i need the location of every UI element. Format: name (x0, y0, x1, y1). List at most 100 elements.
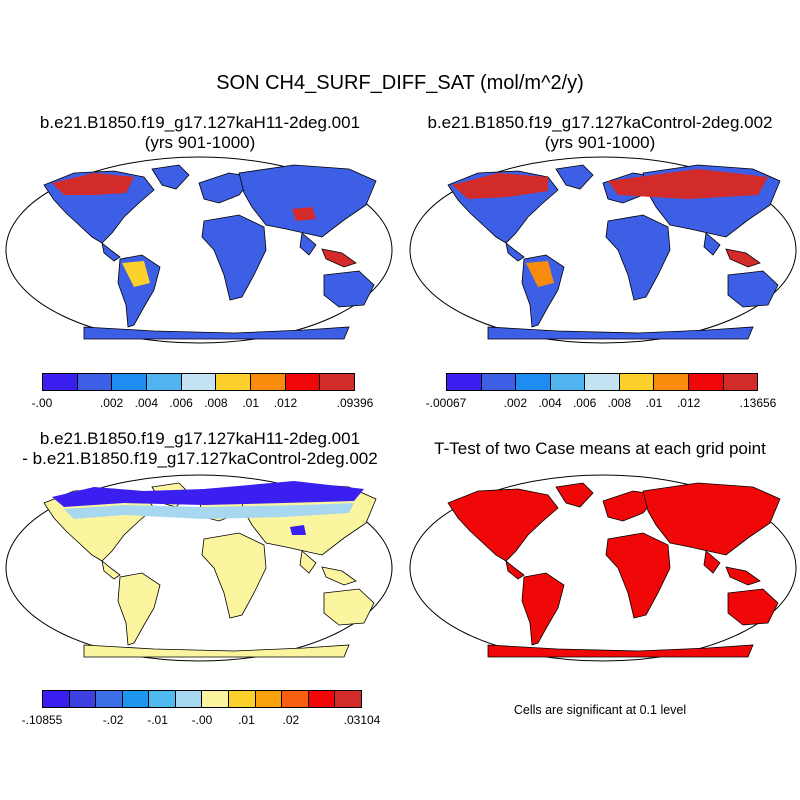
colorbar-box (688, 374, 724, 390)
boreal-high-flux-region (452, 173, 548, 199)
continent-ind (703, 232, 721, 256)
colorbar-box (585, 374, 620, 390)
continent-au (323, 588, 375, 626)
colorbar-box (149, 691, 176, 707)
bottom-left-colorbar-labels: -.10855 -.02 -.01 -.00 .01 .02 .03104 (22, 713, 381, 729)
continent-sa (117, 572, 161, 646)
colorbar-box (654, 374, 689, 390)
tropical-warm-region (122, 261, 150, 287)
continent-as (238, 164, 377, 238)
continent-ind (299, 232, 317, 256)
top-left-colorbar-labels: -.00 .002 .004 .006 .008 .01 .012 .09396 (32, 396, 374, 412)
top-right-title-line1: b.e21.B1850.f19_g17.127kaControl-2deg.00… (427, 113, 773, 132)
tropical-warm-region (526, 261, 554, 287)
colorbar-tick-label: .004 (538, 396, 562, 410)
top-right-colorbar (446, 373, 758, 391)
continent-au (727, 588, 779, 626)
colorbar-box (112, 374, 148, 390)
colorbar-box (447, 374, 482, 390)
boreal-cool-region (64, 503, 354, 519)
continent-gr (555, 482, 594, 508)
continent-sea (321, 248, 357, 268)
continent-ca (101, 242, 121, 262)
continent-sea (725, 248, 761, 268)
top-right-title-line2: (yrs 901-1000) (544, 133, 656, 152)
colorbar-box (43, 691, 70, 707)
colorbar-box (550, 374, 586, 390)
continent-af (201, 532, 267, 619)
colorbar-box (77, 374, 113, 390)
continent-af (605, 532, 671, 619)
colorbar-box (251, 374, 286, 390)
siberia-negative-spot (290, 525, 306, 535)
continent-ind (703, 550, 721, 574)
colorbar-tick-label: -.02 (102, 713, 124, 727)
colorbar-tick-label: .03104 (343, 713, 381, 727)
colorbar-box (229, 691, 256, 707)
bottom-right-map (409, 474, 797, 662)
colorbar-box (96, 691, 123, 707)
continent-an (487, 326, 754, 340)
colorbar-box (335, 691, 361, 707)
colorbar-tick-label: .002 (99, 396, 124, 410)
continent-eu (602, 490, 659, 522)
colorbar-tick-label: -.00 (31, 396, 53, 410)
continent-ca (505, 242, 525, 262)
continent-na (447, 488, 559, 562)
continent-sa (521, 572, 565, 646)
colorbar-tick-label: -.01 (147, 713, 168, 727)
colorbar-tick-label: .002 (503, 396, 528, 410)
bottom-left-colorbar (42, 690, 362, 708)
bottom-left-title-line1: b.e21.B1850.f19_g17.127kaH11-2deg.001 (39, 429, 361, 448)
top-left-map (5, 156, 393, 344)
colorbar-box (43, 374, 78, 390)
continent-af (605, 214, 671, 301)
eurasia-high-flux-region (608, 169, 768, 199)
colorbar-tick-label: .012 (273, 396, 298, 410)
colorbar-box (282, 691, 309, 707)
continent-an (487, 644, 754, 658)
colorbar-tick-label: .004 (134, 396, 159, 410)
significance-caption: Cells are significant at 0.1 level (513, 703, 687, 717)
colorbar-tick-label: .13656 (739, 396, 777, 410)
colorbar-box (481, 374, 517, 390)
colorbar-tick-label: .02 (282, 713, 300, 727)
colorbar-tick-label: .006 (572, 396, 597, 410)
arctic-negative-region (52, 481, 364, 507)
colorbar-tick-label: -.00067 (425, 396, 467, 410)
continent-ca (101, 560, 121, 580)
colorbar-box (216, 374, 252, 390)
continent-au (727, 270, 779, 308)
top-right-panel-title: b.e21.B1850.f19_g17.127kaControl-2deg.00… (400, 113, 800, 153)
continent-sea (725, 566, 761, 586)
colorbar-tick-label: .01 (242, 396, 259, 410)
top-right-colorbar-labels: -.00067 .002 .004 .006 .008 .01 .012 .13656 (426, 396, 777, 412)
colorbar-tick-label: .01 (238, 713, 255, 727)
colorbar-box (255, 691, 283, 707)
top-left-colorbar (42, 373, 355, 391)
colorbar-box (181, 374, 217, 390)
continent-ca (505, 560, 525, 580)
continent-sea (321, 566, 357, 586)
siberia-high-flux-region (292, 207, 316, 221)
colorbar-tick-label: .01 (645, 396, 663, 410)
figure-title: SON CH4_SURF_DIFF_SAT (mol/m^2/y) (216, 72, 584, 94)
colorbar-box (69, 691, 97, 707)
colorbar-tick-label: .008 (204, 396, 228, 410)
colorbar-box (122, 691, 150, 707)
bottom-right-title-line1: T-Test of two Case means at each grid po… (434, 439, 766, 458)
colorbar-box (308, 691, 336, 707)
colorbar-box (723, 374, 758, 390)
continent-gr (151, 164, 190, 190)
colorbar-box (285, 374, 321, 390)
colorbar-box (147, 374, 182, 390)
colorbar-box (175, 691, 203, 707)
top-right-map (409, 156, 797, 344)
colorbar-tick-label: -.10855 (21, 713, 63, 727)
continent-an (83, 644, 350, 658)
continent-eu (198, 172, 255, 204)
top-left-title-line1: b.e21.B1850.f19_g17.127kaH11-2deg.001 (39, 113, 361, 132)
continent-au (323, 270, 375, 308)
top-left-panel-title: b.e21.B1850.f19_g17.127kaH11-2deg.001 (y… (0, 113, 400, 153)
colorbar-box (619, 374, 655, 390)
